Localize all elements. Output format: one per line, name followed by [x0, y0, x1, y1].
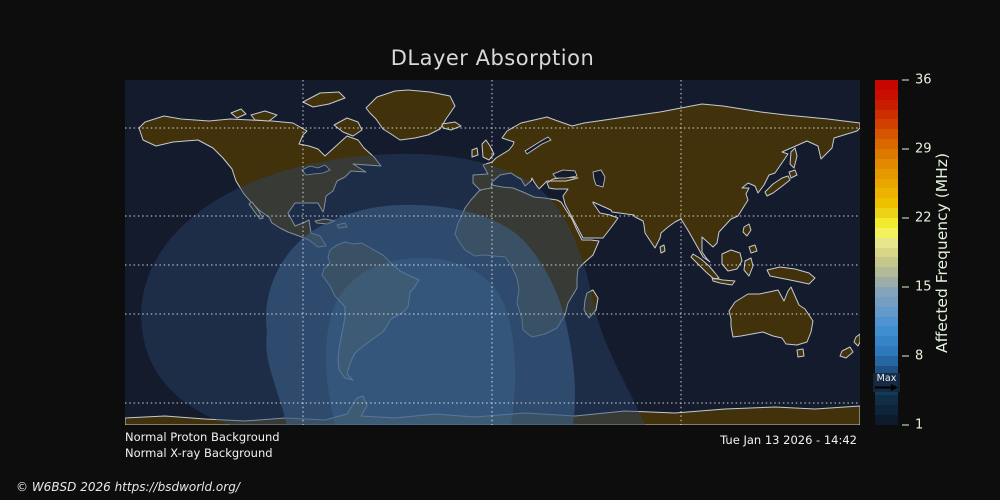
copyright: © W6BSD 2026 https://bsdworld.org/ — [16, 480, 240, 494]
colorbar-band — [875, 306, 898, 318]
colorbar-tick-15: 15 — [898, 280, 932, 295]
timestamp: Tue Jan 13 2026 - 14:42 — [720, 433, 857, 447]
tick-mark — [902, 217, 909, 219]
daylight-absorption-overlay — [141, 153, 646, 425]
colorbar-band — [875, 208, 898, 219]
great-lakes — [301, 164, 331, 176]
proton-background-status: Normal Proton Background — [125, 430, 280, 444]
tasmania — [796, 348, 805, 358]
max-arrow-icon — [875, 383, 898, 391]
colorbar-axis-label: Affected Frequency (MHz) — [933, 152, 951, 353]
australia — [728, 286, 814, 346]
colorbar-band — [875, 267, 898, 278]
colorbar-band — [875, 287, 898, 298]
colorbar-band — [875, 99, 898, 111]
colorbar-tick-29: 29 — [898, 142, 932, 157]
page-title: DLayer Absorption — [390, 46, 595, 70]
tick-mark — [902, 355, 909, 357]
xray-background-status: Normal X-ray Background — [125, 446, 273, 460]
colorbar-band — [875, 346, 898, 357]
sri-lanka — [659, 244, 666, 254]
colorbar-tick-8: 8 — [898, 349, 923, 364]
colorbar-band — [875, 198, 898, 209]
colorbar — [875, 80, 898, 426]
colorbar-band — [875, 129, 898, 140]
colorbar-ticks: 36 29 22 15 8 1 — [898, 73, 958, 433]
colorbar-band — [875, 119, 898, 130]
colorbar-band — [875, 326, 898, 337]
tick-mark — [902, 148, 909, 150]
colorbar-band — [875, 336, 898, 347]
colorbar-band — [875, 188, 898, 199]
colorbar-band — [875, 395, 898, 406]
colorbar-band — [875, 405, 898, 416]
caspian-sea — [592, 169, 606, 188]
colorbar-band — [875, 365, 898, 377]
colorbar-band — [875, 218, 898, 229]
british-isles — [471, 139, 495, 161]
colorbar-band — [875, 158, 898, 170]
continent-eurasia — [472, 103, 860, 263]
colorbar-band — [875, 149, 898, 160]
colorbar-tick-36: 36 — [898, 73, 932, 88]
sakhalin — [789, 147, 798, 169]
continent-north-america — [138, 115, 382, 248]
world-map — [125, 80, 860, 425]
colorbar-band — [875, 415, 898, 426]
graticule-gridlines — [125, 80, 860, 425]
colorbar-band — [875, 139, 898, 150]
status-text: Normal Proton Background Normal X-ray Ba… — [125, 429, 280, 461]
day-absorption-core — [325, 258, 516, 425]
colorbar-band — [875, 89, 898, 101]
madagascar — [583, 289, 599, 319]
colorbar-band — [875, 277, 898, 288]
colorbar-band — [875, 247, 898, 258]
philippines — [742, 223, 758, 254]
new-guinea — [766, 266, 816, 285]
iceland — [441, 121, 462, 131]
tick-mark — [902, 424, 909, 426]
colorbar-band — [875, 296, 898, 308]
colorbar-band — [875, 316, 898, 327]
colorbar-band — [875, 227, 898, 239]
new-zealand — [839, 333, 860, 359]
colorbar-band — [875, 109, 898, 120]
colorbar-tick-22: 22 — [898, 211, 932, 226]
baltic-sea — [524, 136, 552, 155]
colorbar-tick-1: 1 — [898, 418, 923, 433]
lakes-and-seas — [301, 136, 606, 188]
colorbar-band — [875, 237, 898, 249]
max-marker-label: Max — [876, 372, 897, 384]
colorbar-band — [875, 257, 898, 268]
tick-mark — [902, 79, 909, 81]
japan — [764, 169, 798, 197]
black-sea — [552, 169, 578, 179]
day-absorption-inner — [266, 204, 575, 425]
colorbar-band — [875, 178, 898, 189]
max-absorption-marker: Max — [873, 372, 900, 392]
indonesia — [690, 249, 754, 286]
colorbar-band — [875, 80, 898, 91]
arctic-islands — [230, 91, 363, 137]
colorbar-band — [875, 168, 898, 180]
tick-mark — [902, 286, 909, 288]
baja-california — [248, 201, 264, 220]
colorbar-band — [875, 356, 898, 367]
